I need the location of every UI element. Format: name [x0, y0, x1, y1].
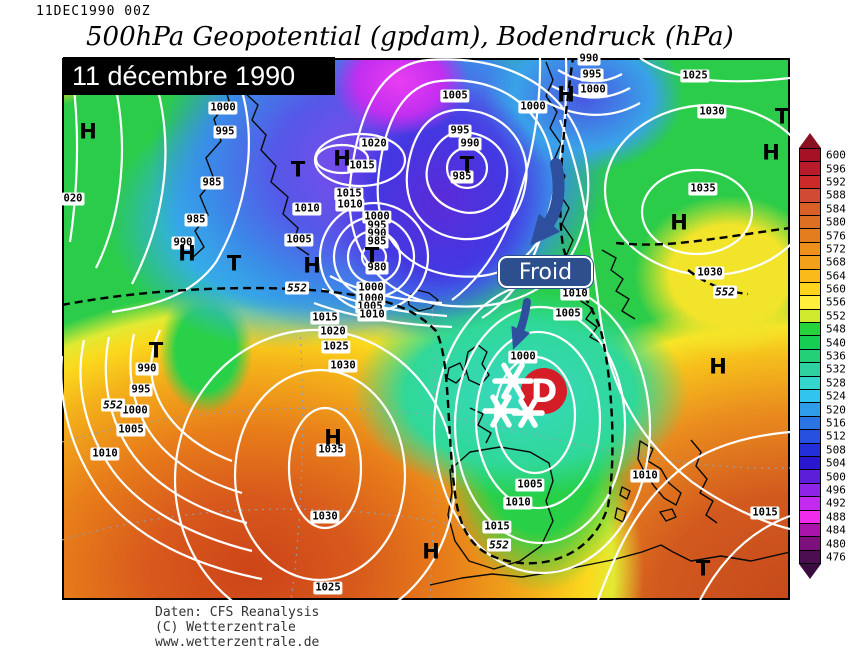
colorbar-value: 548 — [826, 322, 846, 336]
colorbar-level: 556 — [800, 296, 846, 310]
colorbar-level: 532 — [800, 363, 846, 377]
colorbar-value: 596 — [826, 162, 846, 176]
colorbar-level: 476 — [800, 550, 846, 563]
colorbar-value: 524 — [826, 389, 846, 403]
colorbar-value: 600 — [826, 148, 846, 162]
colorbar-value: 536 — [826, 349, 846, 363]
colorbar-level: 508 — [800, 443, 846, 457]
colorbar-level: 488 — [800, 510, 846, 524]
attribution-line2: (C) Wetterzentrale — [155, 620, 296, 635]
colorbar-value: 568 — [826, 255, 846, 269]
colorbar-value: 476 — [826, 550, 846, 564]
colorbar-value: 592 — [826, 175, 846, 189]
colorbar-level: 584 — [800, 202, 846, 216]
colorbar-level: 596 — [800, 162, 846, 176]
colorbar-level: 528 — [800, 376, 846, 391]
colorbar: 600 596 592 588 584 580 576 572 568 564 560 556 552 5… — [799, 133, 846, 580]
date-overlay: 11 décembre 1990 — [63, 57, 335, 95]
cold-arrow-small — [511, 298, 531, 350]
colorbar-level: 484 — [800, 524, 846, 538]
colorbar-value: 480 — [826, 537, 846, 551]
colorbar-value: 540 — [826, 336, 846, 350]
colorbar-level: 480 — [800, 537, 846, 551]
coastlines-group — [190, 58, 790, 586]
attribution: Daten: CFS Reanalysis (C) Wetterzentrale… — [155, 605, 319, 650]
colorbar-level: 576 — [800, 229, 846, 243]
low-pressure-symbol: D — [521, 368, 567, 414]
colorbar-value: 528 — [826, 376, 846, 390]
colorbar-value: 588 — [826, 188, 846, 202]
colorbar-level: 572 — [800, 242, 846, 257]
colorbar-value: 512 — [826, 429, 846, 443]
colorbar-level: 560 — [800, 283, 846, 297]
colorbar-level: 516 — [800, 417, 846, 431]
colorbar-level: 600 — [800, 149, 846, 163]
colorbar-rows: 600 596 592 588 584 580 576 572 568 564 560 556 552 5… — [799, 148, 846, 565]
colorbar-value: 504 — [826, 456, 846, 470]
geopotential-contours-group — [62, 58, 790, 565]
colorbar-value: 572 — [826, 242, 846, 256]
colorbar-level: 548 — [800, 323, 846, 337]
colorbar-value: 576 — [826, 229, 846, 243]
colorbar-value: 580 — [826, 215, 846, 229]
colorbar-value: 492 — [826, 496, 846, 510]
colorbar-value: 552 — [826, 309, 846, 323]
geopotential-map — [62, 58, 790, 600]
colorbar-value: 564 — [826, 269, 846, 283]
attribution-line1: Daten: CFS Reanalysis — [155, 605, 320, 620]
colorbar-level: 500 — [800, 470, 846, 484]
colorbar-level: 524 — [800, 390, 846, 404]
colorbar-value: 532 — [826, 362, 846, 376]
colorbar-value: 520 — [826, 403, 846, 417]
colorbar-level: 564 — [800, 269, 846, 283]
colorbar-level: 512 — [800, 430, 846, 444]
colorbar-bottom-arrow — [799, 564, 821, 580]
colorbar-top-arrow — [799, 133, 821, 148]
colorbar-value: 516 — [826, 416, 846, 430]
colorbar-level: 496 — [800, 483, 846, 498]
colorbar-value: 496 — [826, 483, 846, 497]
colorbar-value: 556 — [826, 295, 846, 309]
colorbar-level: 504 — [800, 457, 846, 471]
attribution-line3: www.wetterzentrale.de — [155, 635, 320, 650]
page-title: 500hPa Geopotential (gpdam), Bodendruck … — [86, 22, 734, 52]
colorbar-value: 484 — [826, 523, 846, 537]
colorbar-value: 488 — [826, 510, 846, 524]
cold-air-label: Froid — [498, 256, 593, 288]
cold-arrows-group — [511, 158, 565, 350]
colorbar-level: 592 — [800, 175, 846, 190]
colorbar-level: 588 — [800, 189, 846, 203]
colorbar-value: 500 — [826, 470, 846, 484]
colorbar-level: 580 — [800, 216, 846, 230]
colorbar-level: 520 — [800, 403, 846, 417]
colorbar-level: 540 — [800, 336, 846, 350]
isobars-group — [62, 58, 790, 600]
map-overlay-svg — [62, 58, 790, 600]
colorbar-value: 560 — [826, 282, 846, 296]
model-run-label: 11DEC1990 00Z — [36, 4, 151, 19]
colorbar-level: 552 — [800, 309, 846, 324]
colorbar-value: 584 — [826, 202, 846, 216]
cold-arrow-large — [530, 158, 565, 246]
colorbar-level: 568 — [800, 256, 846, 270]
colorbar-level: 536 — [800, 350, 846, 364]
colorbar-level: 492 — [800, 497, 846, 511]
colorbar-value: 508 — [826, 443, 846, 457]
